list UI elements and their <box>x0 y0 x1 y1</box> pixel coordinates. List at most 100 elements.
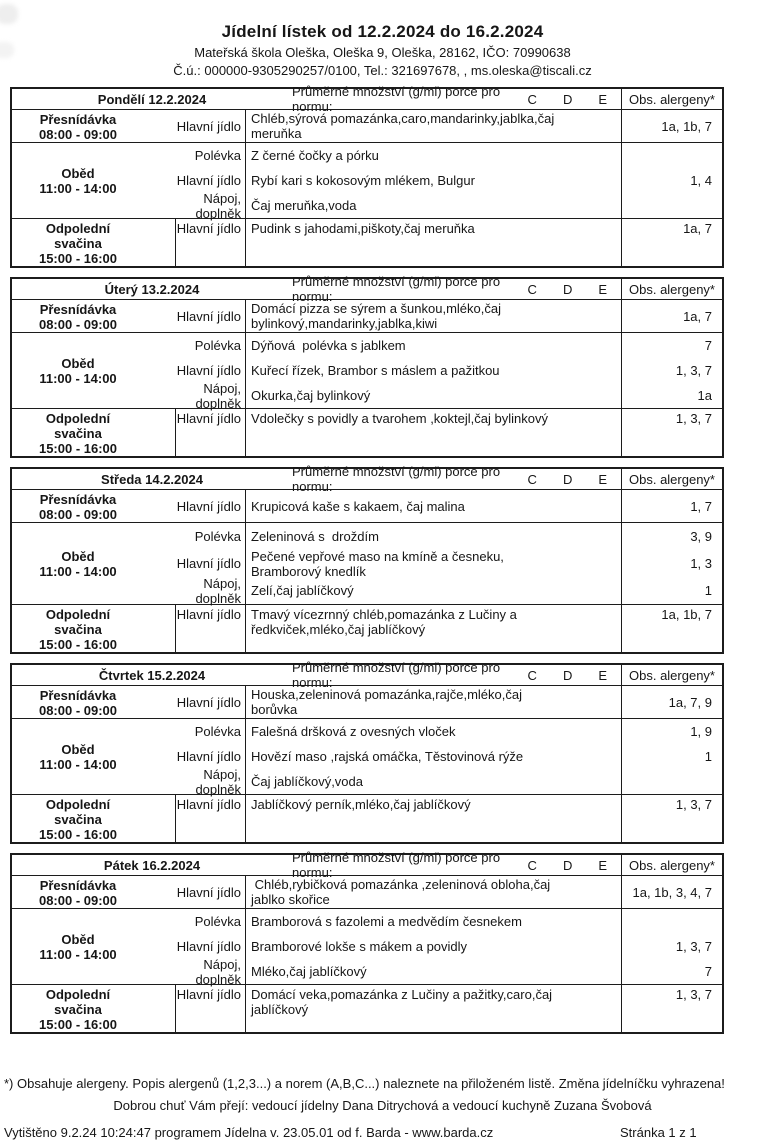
course-label: Polévka <box>176 909 246 934</box>
drink-row: Nápoj, doplněk Čaj jablíčkový,voda <box>176 767 722 797</box>
meal-period-time: 08:00 - 09:00 <box>38 507 118 522</box>
day-title: Pátek 16.2.2024 <box>103 857 201 873</box>
food-cell: Mléko,čaj jablíčkový <box>251 964 367 980</box>
allergens-cell: 7 <box>621 959 722 984</box>
meal-period-label: Přesnídávka <box>39 112 117 127</box>
lunch-row-group: Oběd 11:00 - 14:00 Polévka Falešná drško… <box>12 718 722 797</box>
norm-letter-e: E <box>598 857 607 873</box>
meal-period-time: 15:00 - 16:00 <box>38 637 118 652</box>
day-table-header: Středa 14.2.2024 Průměrné množství (g/ml… <box>12 464 722 494</box>
course-label: Hlavní jídlo <box>176 605 246 652</box>
food-cell: Falešná dršková z ovesných vloček <box>251 723 456 739</box>
allergens-cell: 1a, 7 <box>621 219 722 266</box>
food-cell: Jablíčkový perník,mléko,čaj jablíčkový <box>251 797 471 812</box>
contact-info-line: Č.ú.: 000000-9305290257/0100, Tel.: 3216… <box>173 63 592 78</box>
food-cell: Chléb,sýrová pomazánka,caro,mandarinky,j… <box>251 111 555 141</box>
meal-period-label: Odpolední <box>45 607 111 622</box>
afternoon-snack-row: Odpolední svačina 15:00 - 16:00 Hlavní j… <box>12 794 722 842</box>
norm-letter-e: E <box>598 281 607 297</box>
meal-period-cell: Přesnídávka 08:00 - 09:00 <box>12 110 176 142</box>
lunch-row-group: Oběd 11:00 - 14:00 Polévka Bramborová s … <box>12 908 722 987</box>
norm-letter-e: E <box>598 91 607 107</box>
avg-quantity-header: Průměrné množství (g/ml) porce pro normu… <box>292 660 621 690</box>
norm-letter-d: D <box>562 471 573 487</box>
drink-row: Nápoj, doplněk Okurka,čaj bylinkový 1a <box>176 381 722 411</box>
meal-period-label: Oběd <box>61 548 95 564</box>
food-cell: Domácí veka,pomazánka z Lučiny a pažitky… <box>251 987 553 1017</box>
document-footer: *) Obsahuje alergeny. Popis alergenů (1,… <box>0 1076 765 1140</box>
meal-period-label: Přesnídávka <box>39 688 117 703</box>
course-label: Hlavní jídlo <box>176 743 246 770</box>
meal-period-label: Odpolední <box>45 987 111 1002</box>
course-label: Polévka <box>176 333 246 358</box>
avg-quantity-label: Průměrné množství (g/ml) porce pro normu… <box>292 274 501 304</box>
allergens-cell: 1, 9 <box>621 719 722 744</box>
meal-period-cell: Přesnídávka 08:00 - 09:00 <box>12 686 176 718</box>
meal-period-cell: Oběd 11:00 - 14:00 <box>12 523 176 604</box>
allergens-cell: 1, 3, 7 <box>621 795 722 842</box>
food-cell: Z černé čočky a pórku <box>251 147 379 163</box>
course-label: Nápoj, doplněk <box>176 381 246 411</box>
food-cell: Dýňová polévka s jablkem <box>251 337 406 353</box>
main-dish-row: Hlavní jídlo Hovězí maso ,rajská omáčka,… <box>176 743 722 770</box>
meal-period-cell: Odpolední svačina 15:00 - 16:00 <box>12 409 176 456</box>
food-cell: Čaj meruňka,voda <box>251 198 357 214</box>
main-dish-row: Hlavní jídlo Bramborové lokše s mákem a … <box>176 933 722 960</box>
meal-period-cell: Přesnídávka 08:00 - 09:00 <box>12 876 176 908</box>
avg-quantity-header: Průměrné množství (g/ml) porce pro normu… <box>292 274 621 304</box>
morning-snack-row: Přesnídávka 08:00 - 09:00 Hlavní jídlo D… <box>12 299 722 332</box>
soup-row: Polévka Bramborová s fazolemi a medvědím… <box>176 909 722 934</box>
norm-letter-d: D <box>562 667 573 683</box>
meal-period-time: 08:00 - 09:00 <box>38 893 118 908</box>
meal-period-time: 15:00 - 16:00 <box>38 1017 118 1032</box>
day-table-body: Přesnídávka 08:00 - 09:00 Hlavní jídlo K… <box>12 489 722 652</box>
meal-period-time: 15:00 - 16:00 <box>38 441 118 456</box>
afternoon-snack-row: Odpolední svačina 15:00 - 16:00 Hlavní j… <box>12 218 722 266</box>
allergens-column-header: Obs. alergeny* <box>621 89 722 109</box>
course-label: Hlavní jídlo <box>176 167 246 194</box>
food-cell: Rybí kari s kokosovým mlékem, Bulgur <box>251 173 475 188</box>
course-label: Nápoj, doplněk <box>176 957 246 987</box>
allergens-column-header: Obs. alergeny* <box>621 279 722 299</box>
food-cell: Okurka,čaj bylinkový <box>251 388 371 404</box>
afternoon-snack-row: Odpolední svačina 15:00 - 16:00 Hlavní j… <box>12 984 722 1032</box>
course-label: Hlavní jídlo <box>176 300 246 332</box>
meal-period-time: 08:00 - 09:00 <box>38 317 118 332</box>
meal-period-label: svačina <box>54 1002 102 1017</box>
food-cell: Kuřecí řízek, Brambor s máslem a pažitko… <box>251 363 500 378</box>
soup-row: Polévka Dýňová polévka s jablkem 7 <box>176 333 722 358</box>
meal-period-label: Oběd <box>61 165 95 181</box>
avg-quantity-label: Průměrné množství (g/ml) porce pro normu… <box>292 850 501 880</box>
soup-row: Polévka Z černé čočky a pórku <box>176 143 722 168</box>
food-cell: Chléb,rybičková pomazánka ,zeleninová ob… <box>251 877 551 907</box>
food-cell: Bramborová s fazolemi a medvědím česneke… <box>251 913 522 929</box>
meal-period-cell: Odpolední svačina 15:00 - 16:00 <box>12 219 176 266</box>
allergens-cell: 1, 7 <box>621 490 722 522</box>
norm-letter-c: C <box>527 91 537 107</box>
page-number: Stránka 1 z 1 <box>620 1125 697 1140</box>
day-title: Středa 14.2.2024 <box>101 471 203 487</box>
norm-letter-d: D <box>562 281 573 297</box>
food-cell: Bramborové lokše s mákem a povidly <box>251 939 468 954</box>
course-label: Polévka <box>176 143 246 168</box>
day-table-body: Přesnídávka 08:00 - 09:00 Hlavní jídlo D… <box>12 299 722 456</box>
allergens-cell: 1 <box>621 577 722 604</box>
course-label: Hlavní jídlo <box>176 219 246 266</box>
lunch-row-group: Oběd 11:00 - 14:00 Polévka Z černé čočky… <box>12 142 722 221</box>
meal-period-cell: Oběd 11:00 - 14:00 <box>12 333 176 408</box>
norm-letter-c: C <box>527 667 537 683</box>
food-cell: Zeleninová s droždím <box>251 529 379 544</box>
allergens-cell: 3, 9 <box>621 523 722 550</box>
meal-period-label: svačina <box>54 236 102 251</box>
course-label: Hlavní jídlo <box>176 876 246 908</box>
course-label: Nápoj, doplněk <box>176 767 246 797</box>
main-dish-row: Hlavní jídlo Kuřecí řízek, Brambor s más… <box>176 357 722 384</box>
meal-period-label: Odpolední <box>45 797 111 812</box>
meal-period-time: 11:00 - 14:00 <box>39 370 117 386</box>
morning-snack-row: Přesnídávka 08:00 - 09:00 Hlavní jídlo K… <box>12 489 722 522</box>
meal-period-label: Přesnídávka <box>39 302 117 317</box>
allergens-cell: 1, 3, 7 <box>621 933 722 960</box>
bon-appetit-line: Dobrou chuť Vám přejí: vedoucí jídelny D… <box>113 1098 652 1113</box>
course-label: Hlavní jídlo <box>176 490 246 522</box>
